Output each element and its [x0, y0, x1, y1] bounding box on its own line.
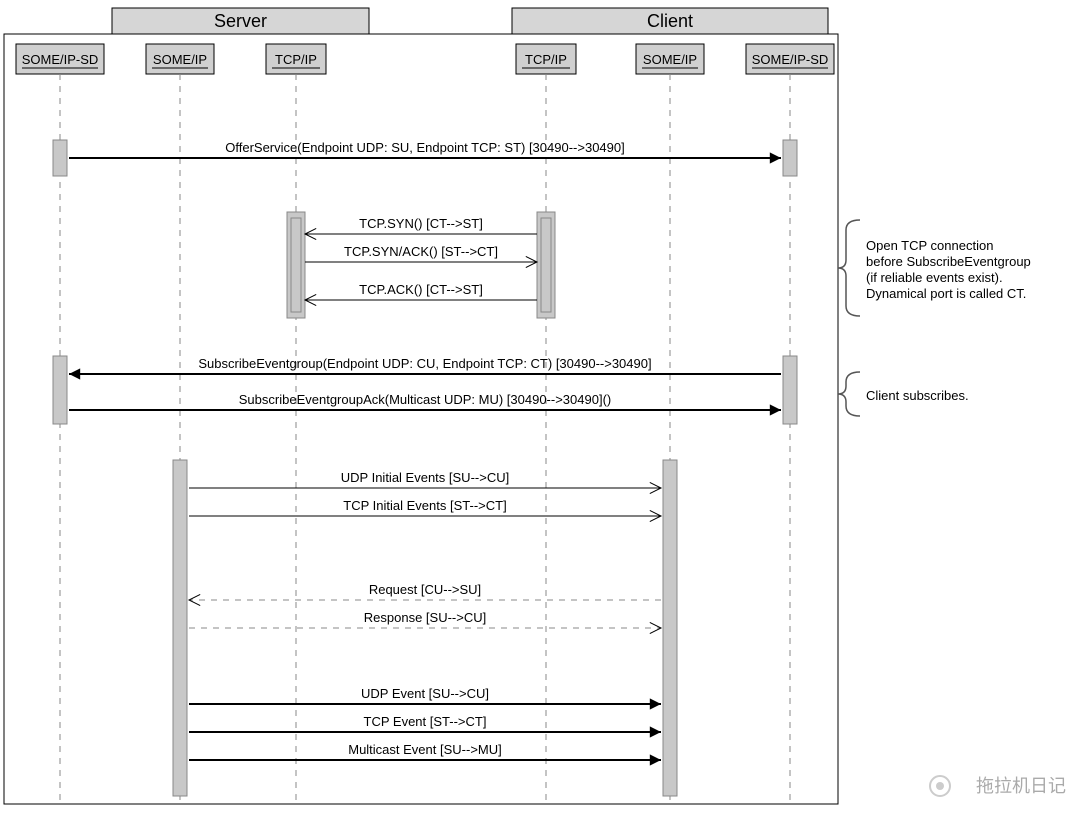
svg-text:Open TCP connection: Open TCP connection: [866, 238, 993, 253]
svg-text:Response [SU-->CU]: Response [SU-->CU]: [364, 610, 486, 625]
svg-text:Client subscribes.: Client subscribes.: [866, 388, 969, 403]
svg-text:TCP Initial Events [ST-->CT]: TCP Initial Events [ST-->CT]: [343, 498, 506, 513]
svg-text:SOME/IP-SD: SOME/IP-SD: [752, 52, 829, 67]
svg-text:UDP Event [SU-->CU]: UDP Event [SU-->CU]: [361, 686, 489, 701]
svg-text:TCP/IP: TCP/IP: [275, 52, 317, 67]
svg-text:UDP Initial Events [SU-->CU]: UDP Initial Events [SU-->CU]: [341, 470, 509, 485]
svg-text:SOME/IP: SOME/IP: [643, 52, 697, 67]
svg-text:TCP Event [ST-->CT]: TCP Event [ST-->CT]: [364, 714, 487, 729]
svg-text:TCP.SYN() [CT-->ST]: TCP.SYN() [CT-->ST]: [359, 216, 483, 231]
svg-text:OfferService(Endpoint UDP: SU,: OfferService(Endpoint UDP: SU, Endpoint …: [225, 140, 624, 155]
svg-text:Server: Server: [214, 11, 267, 31]
note-brace: [838, 372, 860, 416]
sequence-diagram: Server Client SOME/IP-SD SOME/IP TCP/IP TCP/I…: [0, 0, 1080, 816]
svg-text:TCP.SYN/ACK() [ST-->CT]: TCP.SYN/ACK() [ST-->CT]: [344, 244, 498, 259]
svg-text:Client: Client: [647, 11, 693, 31]
svg-text:SOME/IP: SOME/IP: [153, 52, 207, 67]
svg-text:before SubscribeEventgroup: before SubscribeEventgroup: [866, 254, 1031, 269]
svg-text:(if reliable events exist).: (if reliable events exist).: [866, 270, 1003, 285]
svg-text:SubscribeEventgroup(Endpoint U: SubscribeEventgroup(Endpoint UDP: CU, En…: [198, 356, 651, 371]
svg-text:Dynamical port is called CT.: Dynamical port is called CT.: [866, 286, 1026, 301]
svg-text:拖拉机日记: 拖拉机日记: [976, 776, 1066, 796]
note-brace: [838, 220, 860, 316]
svg-text:Request [CU-->SU]: Request [CU-->SU]: [369, 582, 481, 597]
svg-text:TCP.ACK() [CT-->ST]: TCP.ACK() [CT-->ST]: [359, 282, 483, 297]
svg-text:SOME/IP-SD: SOME/IP-SD: [22, 52, 99, 67]
svg-text:Multicast Event [SU-->MU]: Multicast Event [SU-->MU]: [348, 742, 502, 757]
svg-text:TCP/IP: TCP/IP: [525, 52, 567, 67]
svg-text:SubscribeEventgroupAck(Multica: SubscribeEventgroupAck(Multicast UDP: MU…: [239, 392, 611, 407]
